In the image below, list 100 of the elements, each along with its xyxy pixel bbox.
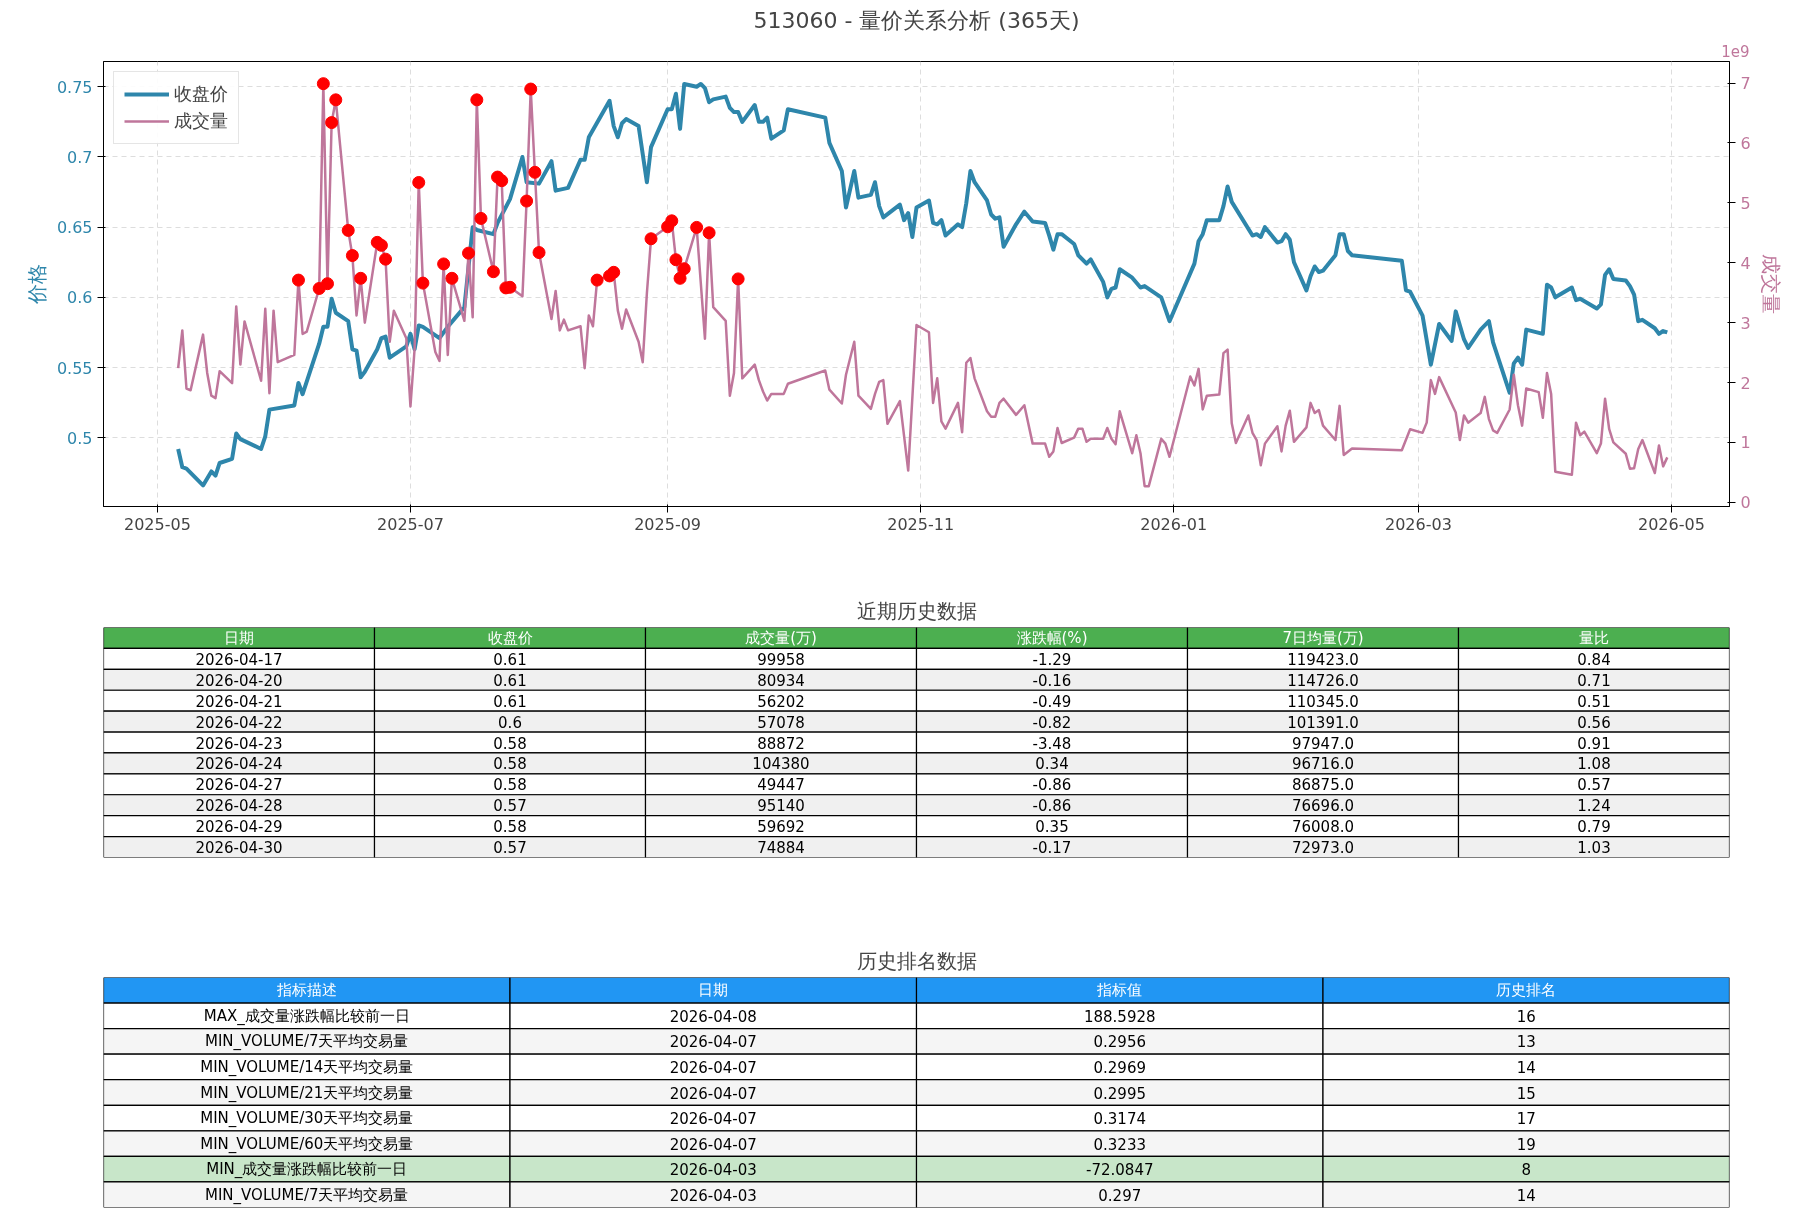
text: 110345.0	[1287, 692, 1359, 711]
y-tick-label: 0.7	[67, 147, 93, 167]
text: MIN_VOLUME/60天平均交易量	[200, 1134, 414, 1153]
text: 59692	[757, 818, 805, 837]
text: 74884	[757, 839, 805, 858]
text: -72.0847	[1086, 1161, 1154, 1180]
text: 1.24	[1577, 797, 1611, 816]
text: 96716.0	[1291, 755, 1355, 774]
text: 0.6	[498, 713, 522, 732]
text: 2026-04-27	[195, 776, 283, 795]
text: 0.61	[493, 692, 527, 711]
text: 0.2969	[1093, 1058, 1147, 1077]
text: 0.79	[1577, 818, 1611, 837]
text: 0.61	[493, 671, 527, 690]
category-label: 收盘价	[487, 628, 533, 647]
text: 2026-04-17	[195, 650, 283, 669]
text: 2026-04-07	[669, 1110, 757, 1129]
text: 19	[1516, 1135, 1536, 1154]
text: MIN_成交量涨跌幅比较前一日	[206, 1160, 408, 1179]
text: 188.5928	[1083, 1007, 1156, 1026]
text: 104380	[752, 755, 810, 774]
text: MIN_VOLUME/30天平均交易量	[200, 1109, 414, 1128]
y-axis-title: 价格	[24, 264, 49, 305]
text: 119423.0	[1287, 650, 1359, 669]
x-tick-label: 2025-05	[124, 514, 191, 534]
text: 1e9	[1721, 42, 1750, 61]
text: -0.86	[1032, 776, 1072, 795]
text: 0.57	[493, 839, 527, 858]
text: 0.2956	[1093, 1033, 1147, 1052]
text: 2026-04-03	[669, 1186, 757, 1205]
text: 80934	[757, 671, 805, 690]
text: 76696.0	[1291, 797, 1355, 816]
text: 99958	[757, 650, 805, 669]
text: 2026-04-28	[195, 797, 283, 816]
y2-tick-label: 7	[1740, 74, 1751, 94]
text: -3.48	[1032, 734, 1072, 753]
x-tick-label: 2025-09	[634, 514, 702, 534]
text: 49447	[757, 776, 805, 795]
text: 历史排名数据	[856, 948, 977, 973]
y2-tick-label: 4	[1740, 253, 1751, 273]
y2-tick-label: 3	[1740, 313, 1751, 333]
y-tick-label: 0.55	[56, 358, 93, 378]
text: 0.61	[493, 650, 527, 669]
text: 0.58	[493, 776, 527, 795]
category-label: 量比	[1579, 628, 1609, 647]
category-label: 历史排名	[1496, 981, 1557, 1000]
text: 0.2995	[1093, 1084, 1147, 1103]
text: -0.49	[1032, 692, 1072, 711]
y-tick-label: 0.75	[56, 77, 93, 97]
text: 2026-04-07	[669, 1135, 757, 1154]
text: 0.84	[1577, 650, 1611, 669]
text: 95140	[757, 797, 805, 816]
category-label: 指标描述	[275, 981, 337, 1000]
text: 0.3233	[1093, 1135, 1147, 1154]
category-label: 日期	[698, 981, 729, 1000]
x-tick-label: 2026-03	[1384, 514, 1452, 534]
text: 76008.0	[1291, 818, 1355, 837]
text: 0.297	[1098, 1186, 1142, 1205]
text: MAX_成交量涨跌幅比较前一日	[203, 1006, 410, 1025]
text: 2026-04-24	[195, 755, 283, 774]
text: 14	[1516, 1058, 1536, 1077]
text: 1.03	[1577, 839, 1611, 858]
text: 0.3174	[1093, 1110, 1147, 1129]
text: -0.16	[1032, 671, 1072, 690]
text: 0.51	[1577, 692, 1611, 711]
text: 2026-04-07	[669, 1058, 757, 1077]
text: 0.58	[493, 734, 527, 753]
text: MIN_VOLUME/14天平均交易量	[200, 1057, 414, 1076]
text: 16	[1516, 1007, 1536, 1026]
text: 1.08	[1577, 755, 1611, 774]
text: 0.58	[493, 755, 527, 774]
text: 0.71	[1577, 671, 1611, 690]
text: 57078	[757, 713, 805, 732]
text: 0.57	[493, 797, 527, 816]
text: MIN_VOLUME/21天平均交易量	[200, 1083, 414, 1102]
text: 2026-04-23	[195, 734, 283, 753]
text: 0.57	[1577, 776, 1611, 795]
text: 97947.0	[1291, 734, 1355, 753]
text: 13	[1516, 1033, 1536, 1052]
text: -0.86	[1032, 797, 1072, 816]
y2-tick-label: 5	[1740, 193, 1751, 213]
y-tick-label: 0.6	[67, 288, 93, 308]
text: 0.56	[1577, 713, 1611, 732]
text: 0.34	[1035, 755, 1069, 774]
chart-title: 513060 - 量价关系分析 (365天)	[753, 7, 1080, 33]
text: 近期历史数据	[856, 598, 977, 623]
x-tick-label: 2025-07	[377, 514, 444, 534]
text: -0.82	[1032, 713, 1072, 732]
text: -1.29	[1032, 650, 1072, 669]
category-label: 日期	[224, 628, 254, 647]
text: 72973.0	[1291, 839, 1355, 858]
text: 2026-04-21	[195, 692, 283, 711]
text: 2026-04-08	[669, 1007, 757, 1026]
category-label: 成交量(万)	[745, 628, 817, 647]
y2-tick-label: 2	[1740, 373, 1751, 393]
text: 88872	[757, 734, 805, 753]
text: 2026-04-22	[195, 713, 283, 732]
text: 56202	[757, 692, 805, 711]
text: 17	[1516, 1110, 1536, 1129]
text: 2026-04-20	[195, 671, 283, 690]
